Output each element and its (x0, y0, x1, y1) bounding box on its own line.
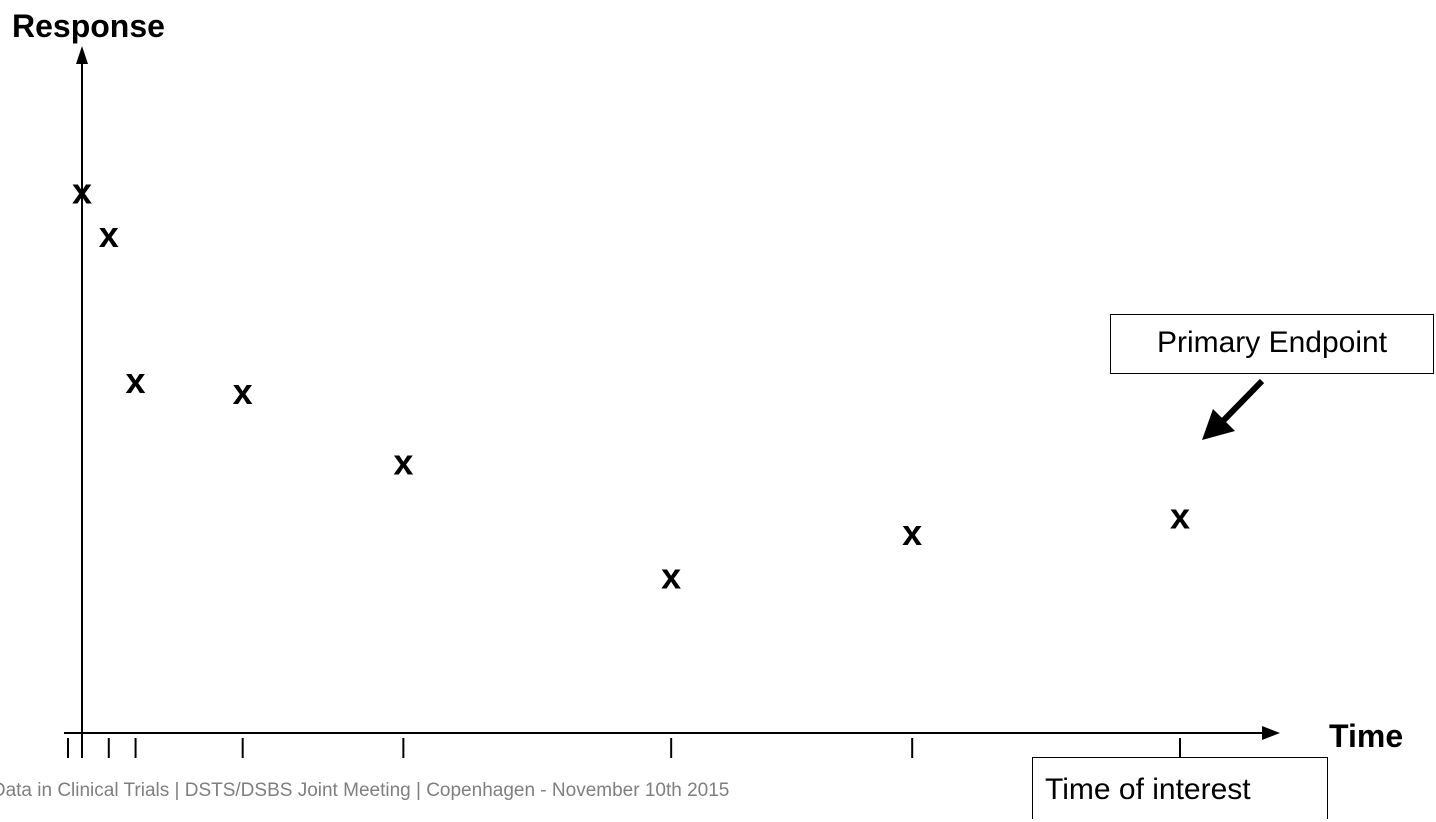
y-axis-title: Response (12, 8, 165, 44)
time-of-interest-callout: Time of interest (1032, 757, 1328, 819)
data-point-marker: x (72, 171, 92, 212)
primary-endpoint-callout: Primary Endpoint (1110, 314, 1434, 374)
data-point-marker: x (902, 512, 922, 553)
y-axis-arrowhead (76, 46, 88, 64)
x-axis-title: Time (1329, 718, 1403, 754)
data-point-marker: x (233, 371, 253, 412)
primary-endpoint-arrow (1202, 378, 1265, 440)
arrow-shaft (1219, 378, 1265, 425)
data-point-marker: x (661, 555, 681, 596)
x-axis-arrowhead (1262, 726, 1280, 740)
footer-text-content: g Data in Clinical Trials | DSTS/DSBS Jo… (0, 780, 730, 801)
arrow-head (1202, 409, 1235, 440)
footer-text: g Data in Clinical Trials | DSTS/DSBS Jo… (0, 780, 1000, 802)
data-point-marker: x (393, 442, 413, 483)
data-point-marker: x (126, 360, 146, 401)
data-point-marker: x (99, 214, 119, 255)
x-ticks (67, 738, 1181, 758)
axes (64, 46, 1280, 758)
data-point-marker: x (1170, 496, 1190, 537)
